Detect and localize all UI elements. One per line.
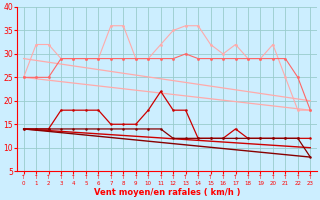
X-axis label: Vent moyen/en rafales ( km/h ): Vent moyen/en rafales ( km/h ) [94, 188, 240, 197]
